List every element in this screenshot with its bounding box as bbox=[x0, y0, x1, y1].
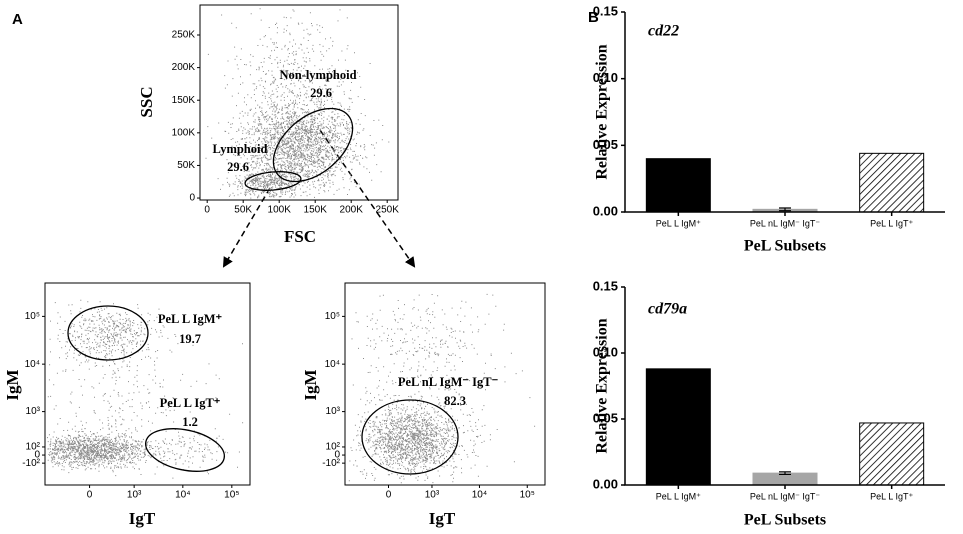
x-tick-label: 10³ bbox=[127, 490, 142, 501]
y-tick-label: 10⁵ bbox=[325, 311, 340, 322]
gate-percent: 29.6 bbox=[310, 86, 332, 100]
x-tick-label: PeL L IgM⁺ bbox=[656, 491, 701, 501]
x-tick-label: PeL L IgT⁺ bbox=[870, 218, 913, 228]
y-tick-label: 10³ bbox=[326, 406, 341, 417]
y-tick-label: 0.15 bbox=[593, 278, 618, 293]
event-cloud bbox=[47, 299, 244, 479]
x-tick-label: PeL L IgM⁺ bbox=[656, 218, 701, 228]
y-tick-label: 10² bbox=[326, 442, 341, 453]
x-tick-label: 0 bbox=[386, 490, 392, 501]
gate-percent: 29.6 bbox=[227, 160, 249, 174]
x-tick-label: 250K bbox=[376, 205, 400, 216]
gate-name: Lymphoid bbox=[213, 142, 268, 156]
gate-name: PeL L IgT⁺ bbox=[160, 396, 221, 410]
x-tick-label: 10⁴ bbox=[472, 490, 487, 501]
plot-frame bbox=[344, 282, 546, 486]
chart-title: cd22 bbox=[648, 23, 679, 40]
y-tick-label: 0.00 bbox=[593, 203, 618, 218]
gate bbox=[244, 171, 302, 191]
gate-name: Non-lymphoid bbox=[279, 68, 356, 82]
gate-percent: 19.7 bbox=[179, 332, 201, 346]
x-tick-label: 100K bbox=[268, 205, 292, 216]
y-tick-label: 0.05 bbox=[593, 137, 618, 152]
y-tick-label: 0.10 bbox=[593, 70, 618, 85]
gate-arrow bbox=[319, 129, 416, 268]
y-tick-label: 10⁴ bbox=[25, 359, 40, 370]
y-axis-label: IgM bbox=[3, 369, 22, 400]
x-tick-label: 150K bbox=[304, 205, 328, 216]
y-tick-label: -10² bbox=[22, 458, 40, 469]
gate-arrow bbox=[222, 187, 271, 268]
chart-title: cd79a bbox=[648, 301, 687, 318]
bar bbox=[645, 158, 711, 213]
bar bbox=[859, 152, 925, 213]
x-tick-label: 10³ bbox=[425, 490, 440, 501]
y-axis-label: IgM bbox=[301, 369, 320, 400]
y-tick-label: -10² bbox=[322, 458, 340, 469]
gate-name: PeL L IgM⁺ bbox=[158, 312, 223, 326]
y-tick-label: 200K bbox=[172, 62, 196, 73]
x-axis-label: FSC bbox=[284, 227, 316, 246]
y-tick-label: 50K bbox=[177, 160, 195, 171]
x-tick-label: 0 bbox=[204, 205, 210, 216]
x-tick-label: PeL nL IgM⁻ IgT⁻ bbox=[750, 491, 821, 501]
x-axis-label: IgT bbox=[429, 509, 456, 528]
y-tick-label: 150K bbox=[172, 95, 196, 106]
x-tick-label: 10⁵ bbox=[520, 490, 535, 501]
gate bbox=[361, 399, 459, 475]
error-bar bbox=[779, 207, 791, 212]
x-tick-label: 10⁴ bbox=[175, 490, 190, 501]
gate bbox=[145, 428, 225, 472]
x-tick-label: PeL L IgT⁺ bbox=[870, 491, 913, 501]
y-axis-label: SSC bbox=[137, 86, 156, 117]
axis bbox=[624, 12, 945, 213]
y-axis-label: Relative Expression bbox=[594, 318, 611, 453]
y-tick-label: 10⁴ bbox=[325, 359, 340, 370]
gate bbox=[67, 305, 149, 361]
plot-frame bbox=[44, 282, 251, 486]
y-tick-label: 0.00 bbox=[593, 476, 618, 491]
axis bbox=[624, 287, 945, 486]
panel-label: B bbox=[588, 9, 599, 26]
y-tick-label: 0 bbox=[189, 193, 195, 204]
y-tick-label: 10⁵ bbox=[25, 311, 40, 322]
gate-name: PeL nL IgM⁻ IgT⁻ bbox=[398, 375, 499, 389]
y-tick-label: 0 bbox=[34, 450, 40, 461]
x-tick-label: 0 bbox=[87, 490, 93, 501]
y-tick-label: 100K bbox=[172, 127, 196, 138]
bar bbox=[645, 368, 711, 486]
bar bbox=[859, 422, 925, 486]
gate-percent: 82.3 bbox=[444, 394, 466, 408]
y-tick-label: 10³ bbox=[26, 406, 41, 417]
gate bbox=[272, 107, 354, 183]
x-axis-label: IgT bbox=[129, 509, 156, 528]
y-tick-label: 0.15 bbox=[593, 3, 618, 18]
y-tick-label: 250K bbox=[172, 30, 196, 41]
x-tick-label: 200K bbox=[340, 205, 364, 216]
y-tick-label: 0.10 bbox=[593, 344, 618, 359]
gate-percent: 1.2 bbox=[182, 415, 198, 429]
y-tick-label: 0.05 bbox=[593, 410, 618, 425]
panel-label: A bbox=[12, 11, 23, 28]
x-tick-label: PeL nL IgM⁻ IgT⁻ bbox=[750, 218, 821, 228]
x-axis-label: PeL Subsets bbox=[744, 512, 826, 529]
x-axis-label: PeL Subsets bbox=[744, 238, 826, 255]
y-tick-label: 0 bbox=[334, 450, 340, 461]
x-tick-label: 50K bbox=[234, 205, 252, 216]
x-tick-label: 10⁵ bbox=[224, 490, 239, 501]
y-axis-label: Relative Expression bbox=[594, 44, 611, 179]
plot-frame bbox=[199, 4, 399, 201]
error-bar bbox=[779, 471, 791, 476]
y-tick-label: 10² bbox=[26, 442, 41, 453]
